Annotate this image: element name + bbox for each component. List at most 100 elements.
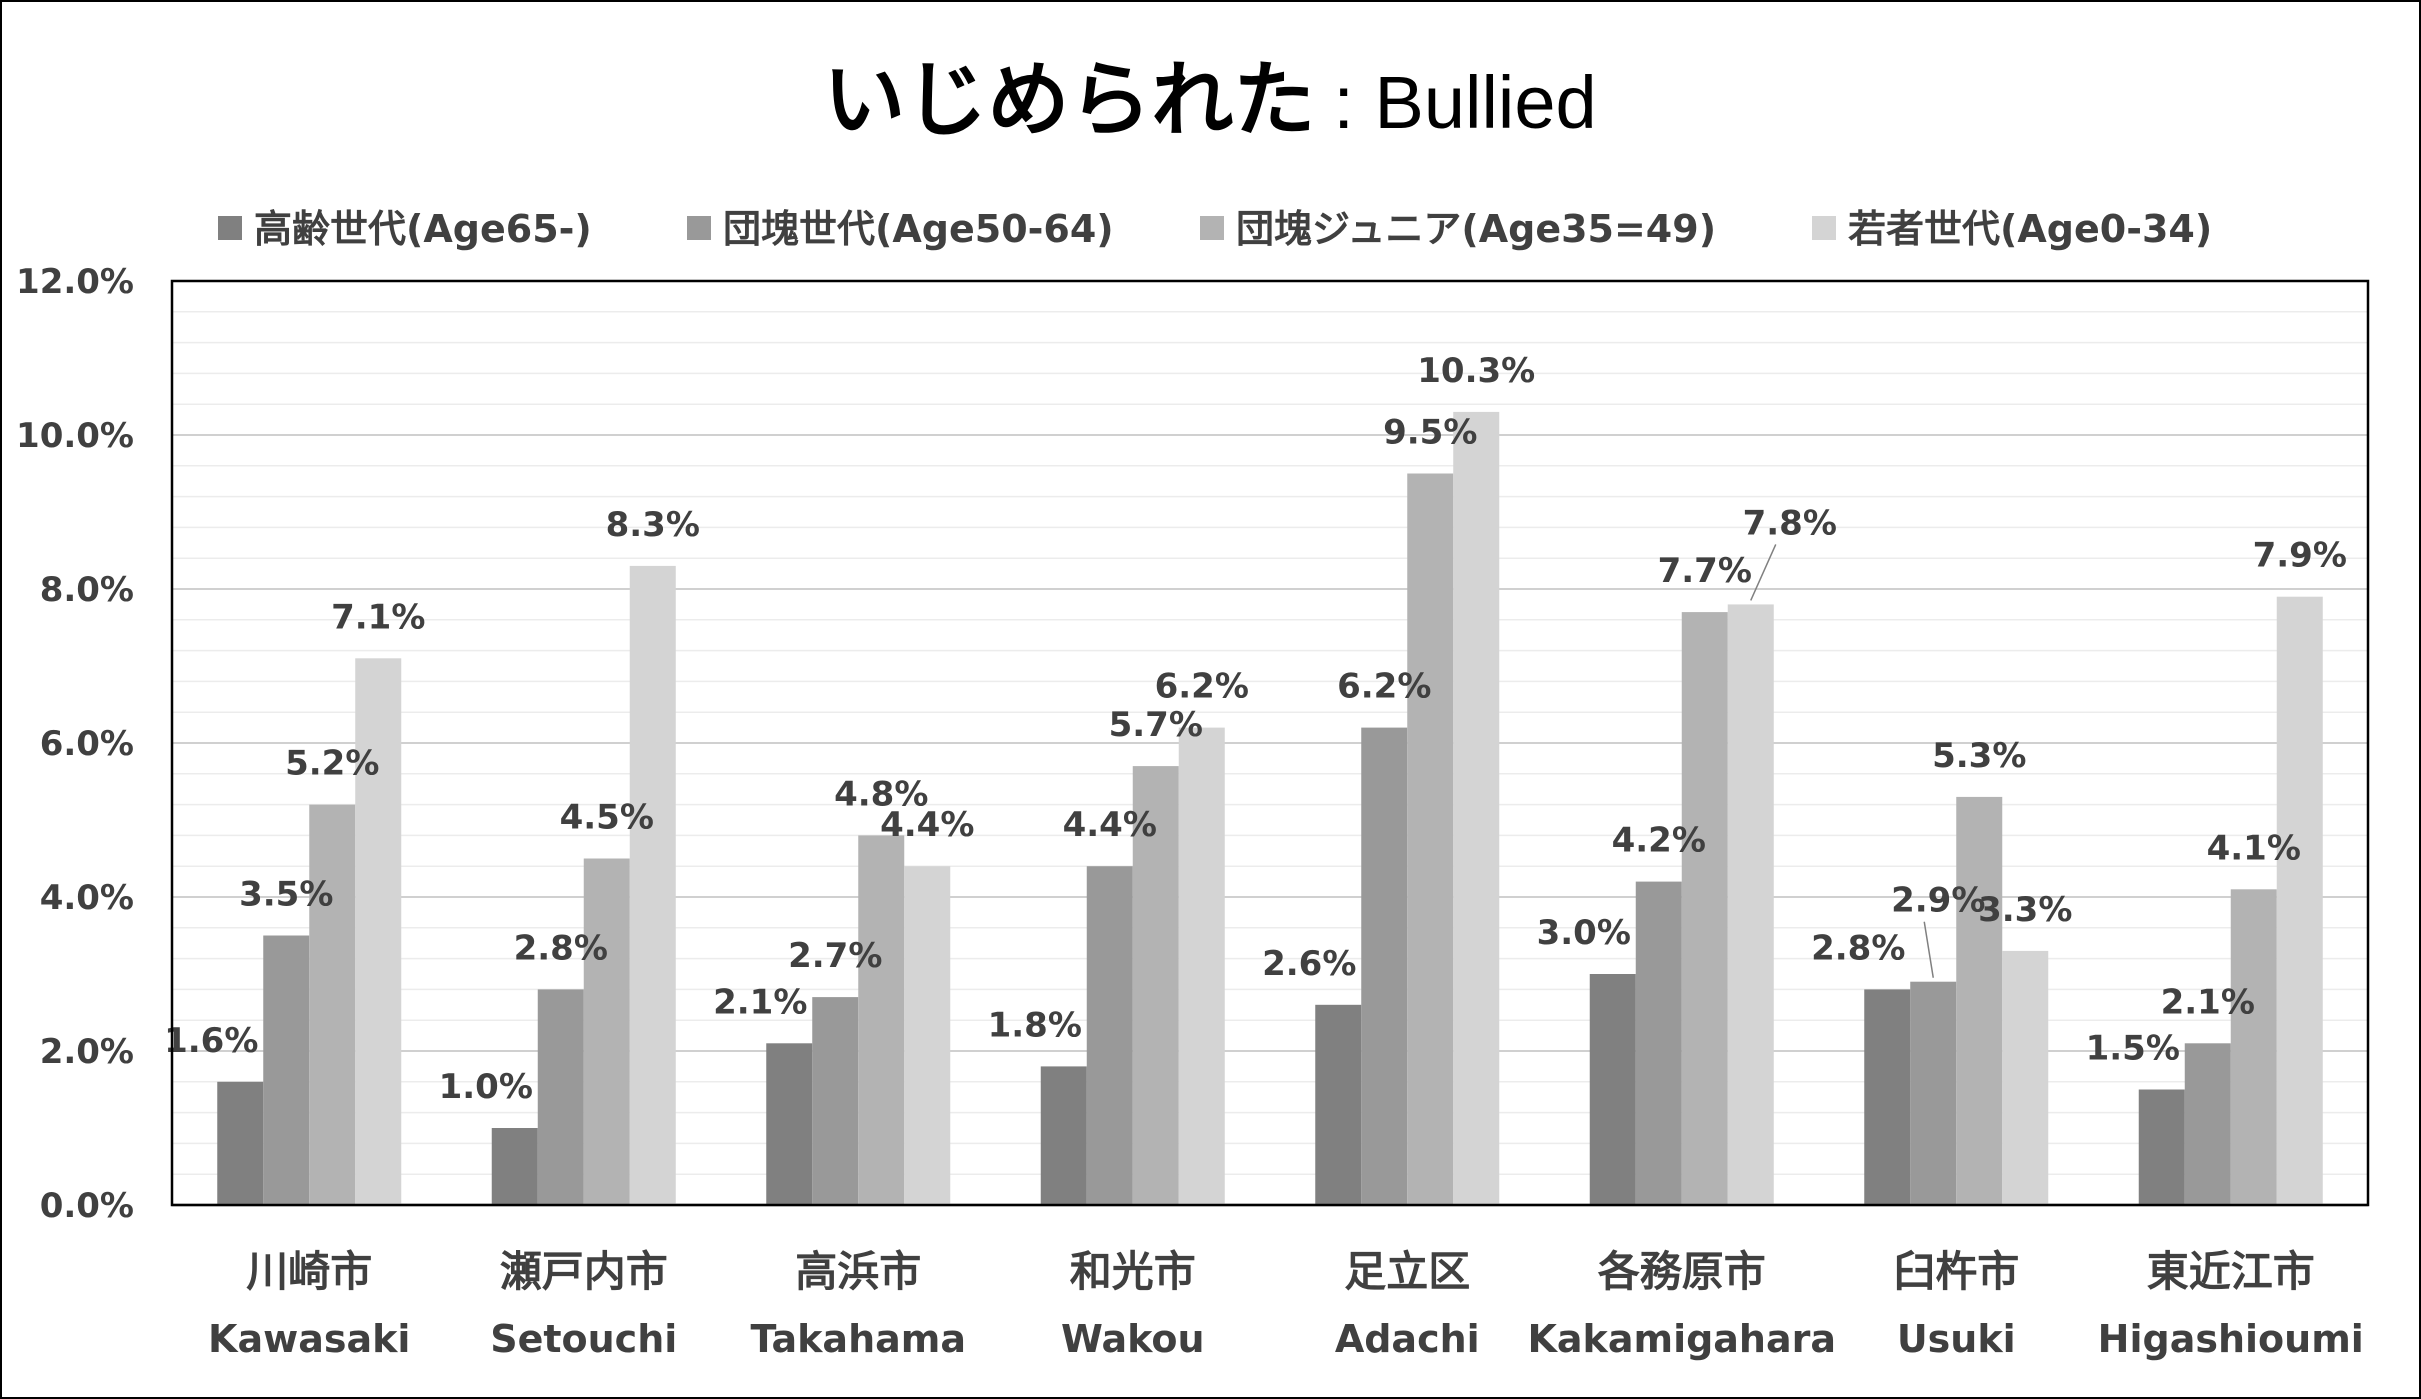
bar (491, 1128, 538, 1205)
data-label: 3.3% (1978, 890, 2072, 930)
bar (1178, 727, 1225, 1205)
chart-title-en: : Bullied (1333, 61, 1596, 144)
x-tick-label-jp: 瀬戸内市 (500, 1247, 668, 1296)
legend-label: 若者世代(Age0-34) (1848, 207, 2212, 251)
legend-swatch (1812, 216, 1836, 240)
bar (1589, 974, 1636, 1205)
data-labels: 1.6% 1.0% 2.1% 1.8% 2.6% 3.0% 2.8% 1.5% 3.5% 2.8%… (164, 351, 2347, 1107)
x-tick-label-en: Kakamigahara (1527, 1317, 1836, 1361)
x-tick-label-jp: 各務原市 (1598, 1247, 1766, 1296)
y-tick-label: 0.0% (40, 1186, 134, 1226)
y-tick-label: 2.0% (40, 1032, 134, 1072)
y-tick-label: 10.0% (16, 416, 134, 456)
x-tick-label-en: Adachi (1335, 1317, 1480, 1361)
x-tick-label-en: Higashioumi (2098, 1317, 2364, 1361)
x-tick-label-jp: 和光市 (1070, 1247, 1196, 1296)
data-label: 7.9% (2253, 536, 2347, 576)
x-tick-label-en: Usuki (1897, 1317, 2016, 1361)
data-label: 4.1% (2207, 828, 2301, 868)
bar (904, 866, 951, 1205)
bar (1407, 473, 1454, 1205)
bar (537, 989, 584, 1205)
x-axis: 川崎市 Kawasaki 瀬戸内市 Setouchi 高浜市 Takahama 和光市 Wak… (208, 1247, 2364, 1361)
bar (766, 1043, 813, 1205)
data-label: 1.6% (164, 1021, 258, 1061)
bar (1040, 1066, 1087, 1205)
bar (1086, 866, 1133, 1205)
data-label: 2.7% (788, 936, 882, 976)
x-tick-label-jp: 高浜市 (795, 1247, 921, 1296)
legend-swatch (1200, 216, 1224, 240)
chart-title-jp: いじめられた (823, 53, 1315, 148)
data-label: 4.4% (1063, 805, 1157, 845)
data-label: 2.8% (1811, 928, 1905, 968)
data-label: 3.5% (239, 875, 333, 915)
data-label: 6.2% (1155, 667, 1249, 707)
bar (1635, 881, 1682, 1205)
data-label: 2.9% (1891, 881, 1985, 921)
bar (309, 804, 356, 1205)
bars (217, 411, 2323, 1205)
x-tick-label-en: Setouchi (490, 1317, 677, 1361)
x-tick-label-jp: 臼杵市 (1893, 1247, 2019, 1296)
bar (1315, 1004, 1362, 1205)
data-label: 10.3% (1417, 351, 1535, 391)
legend-swatch (687, 216, 711, 240)
bar (858, 835, 905, 1205)
chart-title: いじめられた: Bullied (823, 53, 1596, 148)
legend-label: 高齢世代(Age65-) (254, 207, 592, 251)
data-label: 2.1% (713, 982, 807, 1022)
x-tick-label-jp: 東近江市 (2147, 1247, 2315, 1296)
legend-label: 団塊世代(Age50-64) (723, 207, 1114, 251)
plot-area-border (170, 279, 2370, 1207)
data-label: 7.1% (331, 597, 425, 637)
bar (217, 1081, 264, 1205)
data-label: 4.5% (560, 798, 654, 838)
y-tick-label: 8.0% (40, 570, 134, 610)
data-label: 4.2% (1612, 821, 1706, 861)
data-label: 5.7% (1109, 705, 1203, 745)
y-tick-label: 4.0% (40, 878, 134, 918)
y-tick-label: 12.0% (16, 262, 134, 302)
data-label: 8.3% (606, 505, 700, 545)
legend: 高齢世代(Age65-) 団塊世代(Age50-64) 団塊ジュニア(Age35=4… (218, 207, 2212, 251)
data-label: 2.8% (514, 928, 608, 968)
bar (812, 997, 859, 1205)
leader-line (1750, 544, 1777, 601)
data-label: 4.8% (834, 774, 928, 814)
data-label: 7.8% (1743, 503, 1837, 543)
x-tick-label-en: Wakou (1061, 1317, 1205, 1361)
bar (2230, 889, 2277, 1205)
x-tick-label-jp: 足立区 (1344, 1247, 1470, 1296)
y-axis: 0.0% 2.0% 4.0% 6.0% 8.0% 10.0% 12.0% (16, 262, 134, 1226)
bar (629, 565, 676, 1205)
data-label: 4.4% (880, 805, 974, 845)
legend-label: 団塊ジュニア(Age35=49) (1236, 207, 1716, 251)
x-tick-label-jp: 川崎市 (246, 1247, 372, 1296)
leader-line (1923, 921, 1934, 978)
bar (1132, 766, 1179, 1205)
bar (2184, 1043, 2231, 1205)
data-label: 6.2% (1337, 667, 1431, 707)
bar (2002, 950, 2049, 1205)
bar (2138, 1089, 2185, 1205)
bar (1453, 411, 1500, 1205)
data-label: 5.2% (285, 744, 379, 784)
data-label: 3.0% (1537, 913, 1631, 953)
data-label: 1.8% (988, 1005, 1082, 1045)
bar (583, 858, 630, 1205)
data-label: 1.5% (2086, 1029, 2180, 1069)
y-tick-label: 6.0% (40, 724, 134, 764)
bar (2276, 596, 2323, 1205)
x-tick-label-en: Kawasaki (208, 1317, 410, 1361)
bar (1956, 796, 2003, 1205)
data-label: 7.7% (1658, 551, 1752, 591)
data-label: 2.1% (2161, 982, 2255, 1022)
bar (1727, 604, 1774, 1205)
data-label: 1.0% (439, 1067, 533, 1107)
legend-swatch (218, 216, 242, 240)
bar (263, 935, 310, 1205)
bar (1361, 727, 1408, 1205)
data-label: 5.3% (1932, 736, 2026, 776)
